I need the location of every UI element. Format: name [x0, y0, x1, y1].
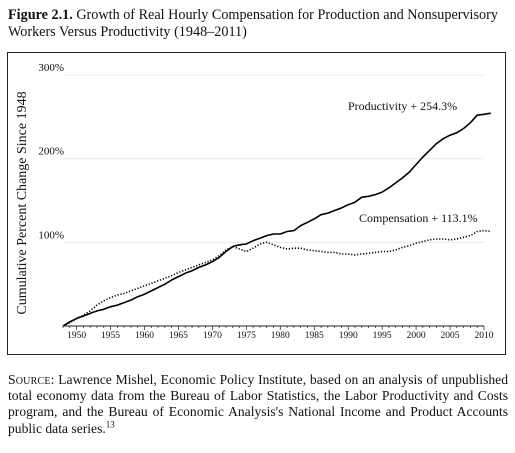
x-tick-label: 1985 [305, 331, 324, 341]
x-tick-label: 1970 [203, 331, 222, 341]
footnote-ref: 13 [105, 419, 115, 430]
figure-title-text: Growth of Real Hourly Compensation for P… [8, 7, 498, 40]
y-tick-label: 200% [38, 146, 64, 158]
x-tick-label: 2005 [441, 331, 460, 341]
x-tick-label: 1980 [271, 331, 290, 341]
x-tick-label: 1990 [339, 331, 358, 341]
x-tick-label: 1955 [101, 331, 120, 341]
compensation-series-label: Compensation + 113.1% [359, 211, 478, 225]
gridlines [63, 74, 484, 243]
source-note: Source: Lawrence Mishel, Economic Policy… [8, 372, 508, 437]
x-tick-label: 1960 [135, 331, 154, 341]
x-tick-label: 1965 [169, 331, 188, 341]
y-tick-label: 300% [38, 62, 64, 74]
y-tick-label: 100% [38, 229, 64, 241]
x-tick-label: 1975 [237, 331, 256, 341]
y-axis-label: Cumulative Percent Change Since 1948 [15, 91, 30, 314]
productivity-series-label: Productivity + 254.3% [348, 99, 457, 113]
chart-frame [7, 52, 506, 355]
series-lines [62, 112, 491, 327]
x-tick-label: 1950 [67, 331, 86, 341]
source-text: : Lawrence Mishel, Economic Policy Insti… [8, 372, 508, 436]
figure-title: Figure 2.1. Growth of Real Hourly Compen… [8, 7, 508, 41]
x-tick-label: 2010 [475, 331, 494, 341]
compensation-line [62, 229, 491, 327]
figure-label: Figure 2.1. [8, 7, 73, 23]
x-tick-label: 1995 [373, 331, 392, 341]
productivity-line [62, 112, 491, 327]
source-label: Source [8, 372, 51, 387]
axis-ticks: 100% 200% 300% 1950 1955 1960 1965 1970 1975 1980… [38, 62, 493, 341]
x-tick-label: 2000 [407, 331, 426, 341]
